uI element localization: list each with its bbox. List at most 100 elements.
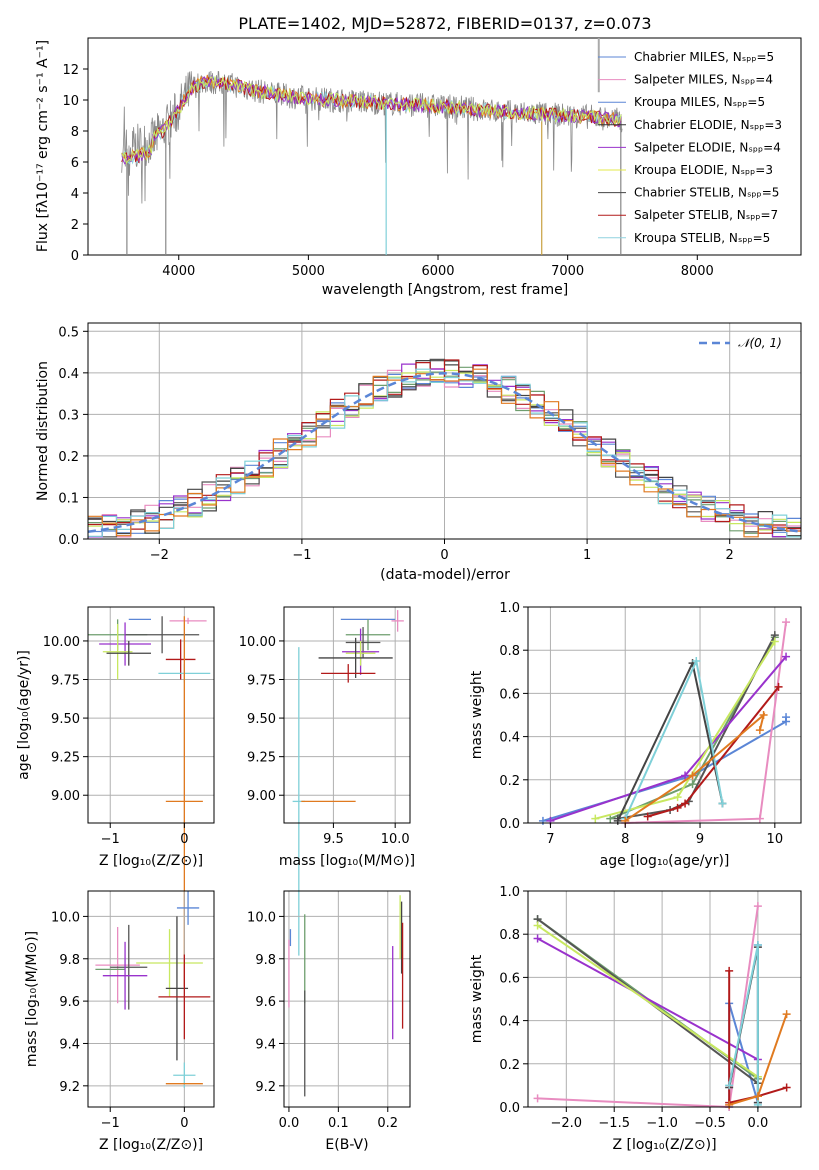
x-axis-label: Z [log₁₀(Z/Z⊙)] — [612, 1137, 716, 1153]
mass-vs-ebv-panel: 0.0 0.1 0.2 9.2 9.4 9.6 9.8 10.0 E(B-V) — [247, 890, 411, 1153]
x-tick-label: −1 — [292, 548, 311, 563]
y-tick-label: 9.2 — [59, 1080, 80, 1095]
plus-marker — [725, 1100, 734, 1109]
x-tick-label: 0 — [180, 832, 188, 847]
plus-marker — [753, 941, 762, 949]
residual-histogram — [88, 368, 801, 538]
x-tick-label: 8 — [621, 832, 629, 847]
plus-marker — [533, 1094, 542, 1103]
plus-marker — [533, 934, 542, 943]
y-tick-label: 0.4 — [499, 731, 520, 746]
y-tick-label: 0 — [71, 249, 79, 264]
y-tick-label: 0.6 — [499, 687, 520, 702]
y-tick-label: 9.25 — [51, 751, 80, 766]
y-tick-label: 0.5 — [58, 325, 79, 340]
mass-weight-line — [624, 712, 766, 822]
plus-marker — [681, 771, 690, 780]
mass-weight-line — [537, 937, 759, 1061]
plus-marker — [673, 793, 682, 802]
x-tick-label: −1.0 — [646, 1116, 678, 1131]
plus-marker — [770, 637, 779, 646]
legend-label: Salpeter MILES, Nₛₚₚ=4 — [634, 73, 773, 87]
plus-marker — [688, 780, 697, 789]
plus-marker — [753, 1092, 762, 1101]
legend-label: Salpeter ELODIE, Nₛₚₚ=4 — [634, 140, 781, 154]
x-tick-label: −1.5 — [598, 1116, 630, 1131]
spectrum-y-ticks: 0 2 4 6 8 10 12 — [62, 63, 88, 264]
data-spectrum-line — [121, 70, 623, 204]
mass-weight-line — [595, 641, 776, 820]
y-tick-label: 9.2 — [255, 1080, 276, 1095]
y-tick-label: 10 — [62, 94, 79, 109]
residuals-x-ticks: −2 −1 0 1 2 — [150, 539, 734, 563]
x-tick-label: −1 — [101, 832, 120, 847]
x-tick-label: 1 — [583, 548, 591, 563]
x-tick-label: 8000 — [681, 264, 714, 279]
spectrum-x-ticks: 4000 5000 6000 7000 8000 — [162, 255, 714, 279]
y-tick-label: 9.75 — [247, 674, 276, 689]
gaussian-legend-label: 𝒩(0, 1) — [738, 336, 782, 350]
y-axis-label: mass weight — [469, 670, 485, 759]
y-tick-label: 10.0 — [247, 910, 276, 925]
plus-marker — [782, 652, 791, 661]
y-tick-label: 0.8 — [499, 644, 520, 659]
mass-weight-line — [616, 660, 724, 822]
plus-marker — [782, 713, 791, 722]
spectrum-lines — [121, 38, 623, 255]
plus-marker — [591, 814, 600, 823]
x-tick-label: 7 — [546, 832, 554, 847]
mass-weight-line — [537, 905, 759, 1109]
x-tick-label: 6000 — [421, 264, 454, 279]
legend-label: Chabrier STELIB, Nₛₚₚ=5 — [634, 186, 779, 200]
y-tick-label: 9.50 — [51, 712, 80, 727]
x-tick-label: 10 — [767, 832, 784, 847]
plus-marker — [759, 711, 768, 719]
plus-marker — [606, 814, 615, 823]
mass-vs-z-panel: −1 0 9.2 9.4 9.6 9.8 10.0 Z [log₁₀(Z/Z⊙)] mass [… — [24, 890, 215, 1153]
legend-label: Salpeter STELIB, Nₛₚₚ=7 — [634, 208, 778, 222]
y-tick-label: 9.8 — [255, 953, 276, 968]
x-tick-label: 7000 — [551, 264, 584, 279]
x-tick-label: −0.5 — [694, 1116, 726, 1131]
y-tick-label: 9.4 — [255, 1037, 276, 1052]
y-tick-label: 9.00 — [247, 789, 276, 804]
x-tick-label: 0.0 — [748, 1116, 769, 1131]
y-tick-label: 10.00 — [43, 635, 80, 650]
residual-histogram — [88, 359, 801, 534]
y-tick-label: 9.50 — [247, 712, 276, 727]
x-tick-label: 5000 — [292, 264, 325, 279]
mass-weight-line — [537, 924, 759, 1078]
mass-weight-line — [728, 970, 787, 1104]
x-tick-label: −1 — [101, 1116, 120, 1131]
y-tick-label: 9.75 — [51, 674, 80, 689]
y-tick-label: 0.3 — [58, 408, 79, 423]
y-tick-label: 9.25 — [247, 751, 276, 766]
gaussian-curve — [87, 372, 802, 533]
y-tick-label: 6 — [71, 156, 79, 171]
plus-marker — [681, 799, 690, 808]
y-axis-label: mass [log₁₀(M/M⊙)] — [24, 931, 40, 1067]
legend-label: Chabrier MILES, Nₛₚₚ=5 — [634, 50, 774, 64]
residuals-panel: −2 −1 0 1 2 0.0 0.1 0.2 0.3 0.4 0.5 (data-model)/… — [35, 322, 802, 583]
y-tick-label: 8 — [71, 125, 79, 140]
panel-frame — [87, 606, 215, 824]
spectrum-xlabel: wavelength [Angstrom, rest frame] — [322, 282, 568, 298]
y-tick-label: 0.2 — [499, 774, 520, 789]
y-tick-label: 9.6 — [59, 995, 80, 1010]
spectrum-panel: PLATE=1402, MJD=52872, FIBERID=0137, z=0… — [35, 14, 802, 298]
x-axis-label: mass [log₁₀(M/M⊙)] — [279, 853, 415, 869]
x-tick-label: 0 — [180, 1116, 188, 1131]
y-tick-label: 10.0 — [51, 910, 80, 925]
spectrum-title: PLATE=1402, MJD=52872, FIBERID=0137, z=0… — [238, 14, 651, 33]
plus-marker — [613, 816, 622, 825]
y-tick-label: 0.4 — [499, 1015, 520, 1030]
x-tick-label: −2.0 — [551, 1116, 583, 1131]
x-axis-label: E(B-V) — [325, 1137, 368, 1153]
y-tick-label: 0.2 — [499, 1058, 520, 1073]
panel-frame — [527, 890, 802, 1108]
y-tick-label: 4 — [71, 187, 79, 202]
y-tick-label: 1.0 — [499, 601, 520, 616]
plus-marker — [688, 771, 697, 780]
plus-marker — [753, 902, 762, 911]
y-tick-label: 0.1 — [58, 491, 79, 506]
